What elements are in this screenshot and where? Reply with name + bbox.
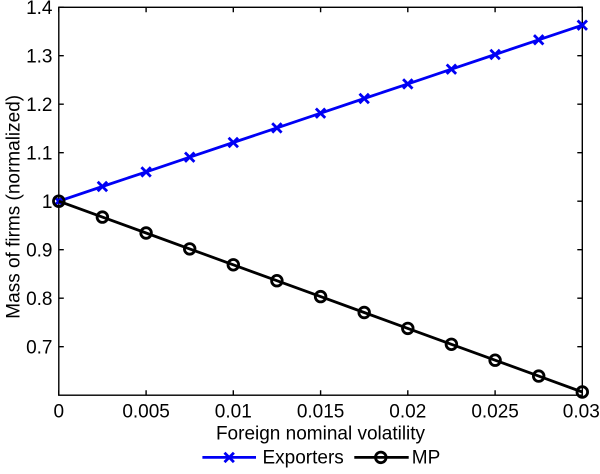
svg-text:1.1: 1.1 (26, 144, 52, 165)
svg-text:Mass of firms (normalized): Mass of firms (normalized) (4, 95, 25, 319)
svg-text:0.03: 0.03 (563, 402, 600, 423)
svg-text:1: 1 (42, 192, 53, 213)
svg-text:Foreign nominal volatility: Foreign nominal volatility (216, 424, 426, 445)
svg-text:1.3: 1.3 (26, 47, 52, 68)
svg-text:MP: MP (412, 447, 441, 468)
svg-text:0.015: 0.015 (297, 402, 345, 423)
svg-text:0.02: 0.02 (389, 402, 426, 423)
svg-text:0: 0 (54, 402, 65, 423)
svg-text:0.7: 0.7 (26, 338, 52, 359)
svg-text:0.9: 0.9 (26, 241, 52, 262)
svg-text:1.2: 1.2 (26, 95, 52, 116)
svg-text:0.025: 0.025 (471, 402, 519, 423)
svg-text:0.005: 0.005 (122, 402, 170, 423)
svg-text:1.4: 1.4 (26, 0, 53, 19)
svg-text:0.8: 0.8 (26, 289, 52, 310)
svg-text:Exporters: Exporters (263, 447, 344, 468)
svg-text:0.01: 0.01 (215, 402, 252, 423)
